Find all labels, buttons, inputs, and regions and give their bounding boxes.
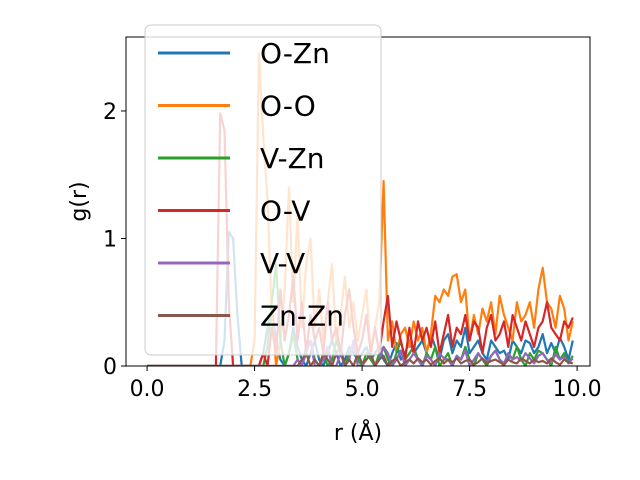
legend-label-o-zn: O-Zn	[260, 37, 330, 70]
legend: O-Zn O-O V-Zn O-V V-V Zn-Zn	[144, 24, 382, 356]
ticks-layer: 0.0 2.5 5.0 7.5 10.0 0 1 2	[103, 100, 602, 402]
legend-label-v-v: V-V	[260, 247, 305, 280]
legend-label-v-zn: V-Zn	[260, 142, 325, 175]
legend-label-zn-zn: Zn-Zn	[260, 300, 344, 333]
legend-box	[144, 24, 382, 356]
y-tick-label: 2	[103, 100, 117, 125]
series-line-zn-zn	[147, 345, 574, 366]
x-tick-label: 0.0	[130, 377, 165, 402]
x-tick-label: 2.5	[237, 377, 272, 402]
x-tick-label: 7.5	[452, 377, 487, 402]
legend-label-o-o: O-O	[260, 90, 316, 123]
y-tick-label: 1	[103, 227, 117, 252]
legend-label-o-v: O-V	[260, 195, 310, 228]
x-axis-label: r (Å)	[334, 419, 382, 446]
x-tick-label: 10.0	[553, 377, 602, 402]
y-tick-label: 0	[103, 355, 117, 380]
y-axis-label: g(r)	[67, 181, 92, 221]
x-tick-label: 5.0	[345, 377, 380, 402]
series-line-v-v	[147, 339, 574, 366]
